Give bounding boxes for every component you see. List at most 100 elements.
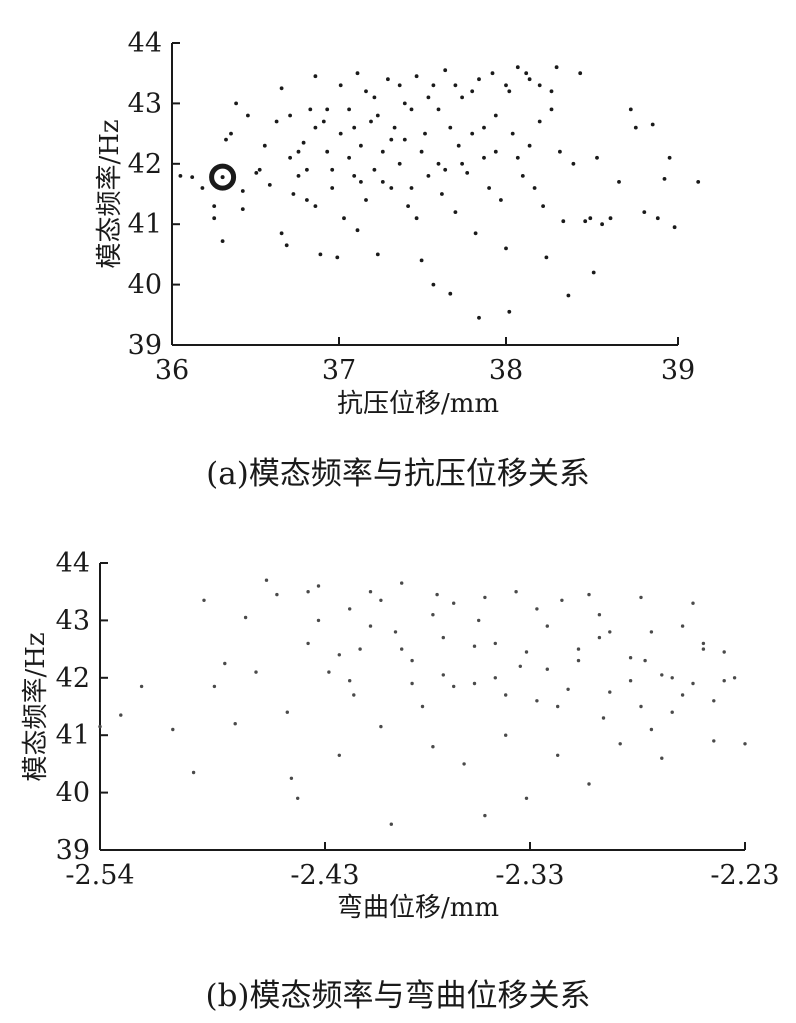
scatter-point — [402, 101, 407, 106]
scatter-point — [524, 71, 529, 76]
scatter-point — [337, 653, 341, 657]
scatter-point — [743, 742, 747, 746]
scatter-point — [389, 822, 393, 826]
scatter-point — [288, 113, 292, 118]
scatter-point — [483, 813, 487, 818]
scatter-point — [348, 679, 352, 683]
scatter-point — [591, 270, 596, 275]
scatter-point — [240, 207, 245, 212]
scatter-point — [431, 745, 435, 749]
scatter-point — [352, 125, 357, 130]
scatter-point — [518, 664, 522, 668]
scatter-point — [364, 198, 368, 202]
scatter-point — [507, 309, 512, 314]
scatter-point — [347, 107, 351, 112]
scatter-point — [532, 186, 537, 190]
scatter-point — [608, 690, 612, 694]
chart-b-x-tick-label: -2.33 — [495, 860, 564, 891]
scatter-point — [460, 161, 464, 166]
scatter-point — [431, 613, 435, 617]
scatter-point — [660, 673, 664, 677]
scatter-point — [583, 219, 588, 224]
scatter-point — [515, 65, 520, 70]
scatter-point — [608, 630, 612, 634]
chart-b-x-axis-label: 弯曲位移/mm — [337, 893, 499, 923]
scatter-point — [369, 119, 373, 124]
scatter-point — [597, 635, 602, 640]
chart-b-y-tick-label: 44 — [56, 548, 90, 579]
scatter-point — [358, 647, 362, 651]
scatter-point — [410, 681, 414, 686]
scatter-point — [504, 693, 508, 697]
scatter-point — [576, 647, 581, 651]
scatter-point — [435, 592, 439, 597]
scatter-point — [414, 74, 419, 79]
chart-a-y-tick-label: 41 — [128, 209, 162, 240]
scatter-point — [431, 282, 436, 287]
scatter-point — [275, 592, 279, 597]
chart-a-x-tick-label: 37 — [322, 355, 356, 386]
scatter-point — [672, 225, 677, 230]
scatter-point — [402, 137, 407, 142]
scatter-point — [628, 679, 633, 683]
scatter-point — [212, 684, 217, 689]
scatter-point — [660, 756, 664, 760]
scatter-point — [443, 167, 448, 172]
scatter-point — [541, 204, 545, 209]
scatter-point — [321, 119, 326, 124]
scatter-point — [601, 716, 606, 720]
scatter-point — [554, 65, 559, 70]
scatter-point — [696, 180, 701, 184]
scatter-point — [288, 155, 292, 160]
scatter-point — [477, 77, 481, 82]
chart-b-y-tick-label: 42 — [56, 663, 90, 694]
chart-a-x-tick-label: 39 — [661, 355, 695, 386]
scatter-point — [330, 186, 335, 190]
scatter-point — [316, 618, 321, 623]
chart-b-x-ticks: -2.54 -2.43 -2.33 -2.23 — [65, 842, 780, 891]
scatter-point — [639, 595, 643, 600]
chart-a-x-ticks: 36 37 38 39 — [155, 337, 695, 386]
scatter-point — [410, 658, 414, 663]
scatter-point — [470, 131, 475, 136]
scatter-point — [566, 293, 571, 298]
scatter-point — [655, 216, 660, 221]
chart-a-y-tick-label: 44 — [128, 28, 162, 59]
chart-b-y-ticks: 39 40 41 42 43 44 — [56, 548, 108, 866]
scatter-point — [368, 590, 373, 594]
scatter-point — [642, 210, 647, 215]
scatter-point — [504, 733, 508, 737]
scatter-point — [643, 658, 647, 663]
scatter-point — [453, 83, 458, 88]
scatter-point — [318, 252, 323, 257]
chart-b-bending-displacement: 39 40 41 42 43 44 -2.54 -2.43 -2.33 -2.23 弯曲位移/m… — [21, 548, 780, 1014]
scatter-point — [493, 676, 497, 680]
scatter-point — [325, 149, 330, 154]
scatter-point — [379, 598, 383, 602]
chart-a-y-tick-label: 42 — [128, 149, 162, 180]
scatter-point — [279, 86, 284, 91]
scatter-point — [462, 762, 466, 766]
scatter-point — [397, 161, 402, 166]
scatter-point — [347, 155, 351, 160]
chart-b-points — [98, 578, 747, 826]
scatter-point — [441, 635, 445, 640]
scatter-point — [325, 107, 330, 112]
scatter-point — [337, 753, 341, 757]
scatter-point — [305, 167, 309, 172]
scatter-point — [588, 216, 593, 221]
scatter-point — [436, 107, 441, 112]
scatter-point — [680, 693, 685, 697]
scatter-point — [327, 670, 331, 674]
scatter-point — [618, 742, 622, 746]
scatter-point — [301, 140, 306, 145]
scatter-point — [670, 710, 674, 714]
scatter-point — [393, 630, 398, 634]
chart-a-points — [178, 65, 701, 320]
scatter-point — [306, 641, 310, 646]
scatter-point — [561, 219, 566, 224]
scatter-point — [558, 149, 562, 154]
chart-a-x-axis-label: 抗压位移/mm — [337, 389, 499, 419]
scatter-point — [440, 192, 444, 196]
